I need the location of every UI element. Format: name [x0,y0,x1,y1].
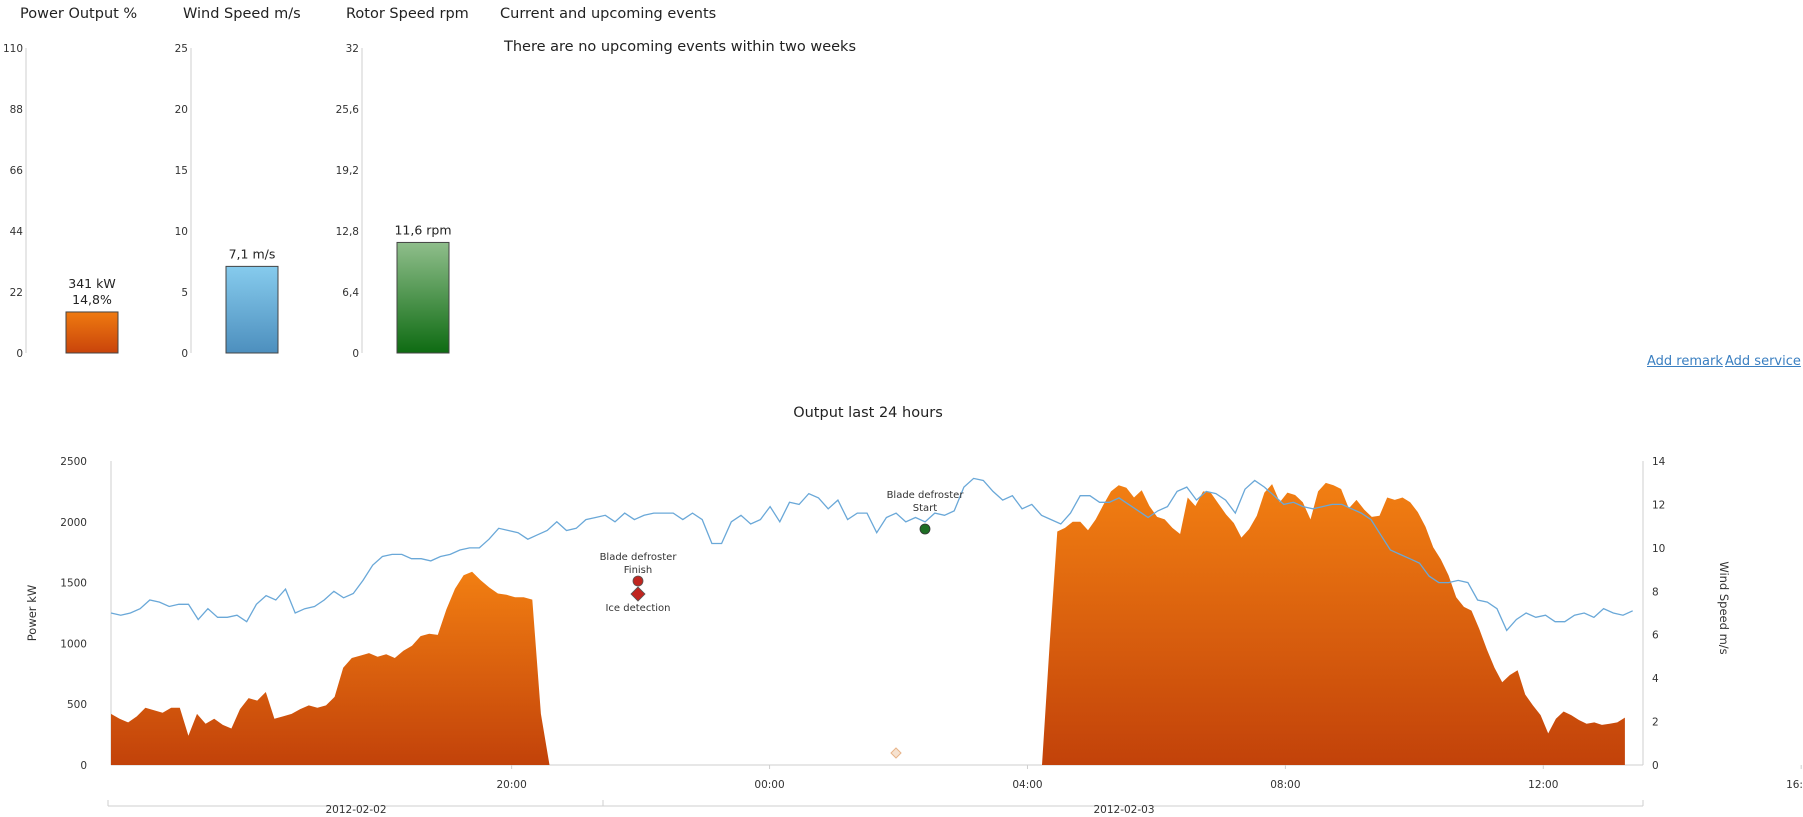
gauge-value-label: 341 kW [68,276,115,291]
y2-tick-label: 4 [1652,673,1659,685]
x-tick-label: 12:00 [1528,779,1558,791]
event-marker-small[interactable] [890,747,902,759]
y2-tick-label: 2 [1652,717,1659,729]
annotation-label: Blade defroster [600,552,678,563]
gauge-value-label: 14,8% [72,292,112,307]
gauge-tick-label: 10 [175,226,188,238]
y2-tick-label: 10 [1652,543,1665,555]
gauge-tick-label: 25 [175,43,188,55]
gauge-tick-label: 0 [181,348,188,360]
power-area [111,571,1803,765]
y-tick-label: 0 [80,760,87,772]
add-service-link[interactable]: Add service [1725,354,1801,369]
x-tick-label: 20:00 [497,779,527,791]
gauge-bar [396,241,450,354]
gauge-tick-label: 32 [346,43,359,55]
gauge-title-wind: Wind Speed m/s [183,6,301,22]
event-marker-finish[interactable] [632,575,644,587]
power-area-day2 [1034,482,1625,765]
gauge-value-label: 11,6 rpm [394,222,451,237]
chart-title: Output last 24 hours [793,405,943,421]
annotation-label: Start [913,503,938,514]
gauge-tick-label: 19,2 [336,165,359,177]
gauge-title-power: Power Output % [20,6,138,22]
x-tick-label: 08:00 [1270,779,1300,791]
event-marker-start[interactable] [919,523,931,535]
gauge-tick-label: 66 [10,165,24,177]
gauge-tick-label: 0 [16,348,23,360]
y-tick-label: 500 [67,699,87,711]
y-tick-label: 2500 [60,456,87,468]
annotation-label: Finish [624,565,652,576]
date-label: 2012-02-03 [1093,804,1154,816]
y2-axis-title: Wind Speed m/s [1717,561,1731,654]
gauge-tick-label: 6,4 [342,287,359,299]
add-remark-link[interactable]: Add remark [1647,354,1723,369]
x-tick-label: 16:00 [1786,779,1803,791]
x-tick-label: 00:00 [754,779,784,791]
gauge-tick-label: 88 [10,104,23,116]
events-title: Current and upcoming events [500,6,717,22]
y-tick-label: 2000 [60,517,87,529]
gauge-tick-label: 12,8 [336,226,359,238]
y2-tick-label: 8 [1652,586,1659,598]
gauge-tick-label: 0 [352,348,359,360]
gauge-tick-label: 15 [175,165,188,177]
y2-tick-label: 6 [1652,630,1659,642]
y-axis-title: Power kW [25,585,39,641]
gauge-value-label: 7,1 m/s [229,246,276,261]
gauge-tick-label: 44 [10,226,24,238]
gauge-bar [65,311,119,354]
annotation-label: Ice detection [605,603,670,614]
events-message: There are no upcoming events within two … [504,39,856,55]
gauge-tick-label: 110 [3,43,23,55]
wind-line [110,477,1633,632]
gauge-tick-label: 5 [181,287,188,299]
gauge-title-rotor: Rotor Speed rpm [346,6,469,22]
event-marker-ice[interactable] [630,586,646,602]
gauge-tick-label: 25,6 [336,104,360,116]
x-tick-label: 04:00 [1012,779,1042,791]
annotation-label: Blade defroster [887,490,965,501]
y2-tick-label: 14 [1652,456,1666,468]
y-tick-label: 1500 [60,578,87,590]
y2-tick-label: 0 [1652,760,1659,772]
gauge-tick-label: 20 [175,104,188,116]
y2-tick-label: 12 [1652,499,1665,511]
y-tick-label: 1000 [60,638,87,650]
gauge-bar [225,265,279,354]
gauge-tick-label: 22 [10,287,23,299]
date-label: 2012-02-02 [325,804,386,816]
